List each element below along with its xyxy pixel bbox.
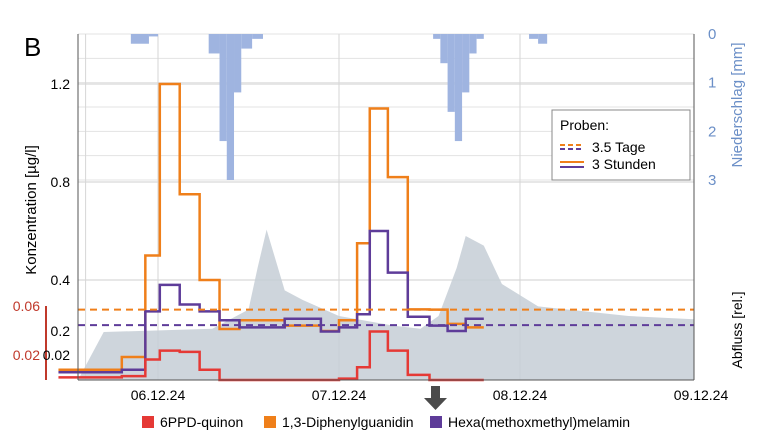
- precipitation-bar: [447, 34, 455, 112]
- legend-swatch: [430, 416, 442, 428]
- legend-label: 1,3-Diphenylguanidin: [282, 414, 414, 430]
- precipitation-bar: [226, 34, 235, 180]
- precipitation-bar: [234, 34, 242, 93]
- precipitation-bar: [433, 34, 441, 39]
- x-tick-label: 06.12.24: [131, 387, 186, 403]
- y2-axis-label: Niederschlag [mm]: [729, 42, 746, 167]
- y3-axis-label: Abfluss [rel.]: [729, 291, 745, 368]
- discharge-area: [78, 229, 694, 380]
- y-tick-label: 0.4: [51, 272, 71, 288]
- y2-tick-label: 3: [708, 172, 716, 189]
- y-tick-label: 0.8: [51, 174, 71, 190]
- y-axis-label: Konzentration [µg/l]: [23, 145, 40, 275]
- precipitation-bars: [130, 34, 548, 180]
- legend-entry: 3.5 Tage: [592, 139, 646, 155]
- y2-tick-label: 0: [708, 26, 716, 43]
- y-tick-label: 1.2: [51, 76, 71, 92]
- y2-tick-label: 2: [708, 123, 716, 140]
- precipitation-bar: [462, 34, 470, 93]
- legend-entry: 3 Stunden: [592, 156, 656, 172]
- x-tick-label: 09.12.24: [674, 387, 729, 403]
- precipitation-bar: [440, 34, 448, 64]
- series-lines: [58, 82, 694, 382]
- sampling-arrow-icon: [424, 386, 447, 410]
- panel-letter: B: [24, 32, 41, 62]
- arrow-icon: [424, 386, 447, 410]
- legend-label: 6PPD-quinon: [160, 414, 243, 430]
- precipitation-bar: [241, 34, 253, 49]
- legend-frame: [551, 109, 691, 181]
- precipitation-bar: [529, 34, 539, 39]
- bottom-legend: 6PPD-quinon 1,3-Diphenylguanidin Hexa(meth…: [142, 414, 630, 430]
- x-tick-label: 08.12.24: [493, 387, 548, 403]
- x-tick-label: 07.12.24: [312, 387, 367, 403]
- precipitation-bar: [252, 34, 263, 39]
- y-tick-label-red: 0.02: [13, 347, 40, 363]
- precipitation-bar: [476, 34, 484, 39]
- precipitation-bar: [148, 34, 158, 37]
- legend-label: Hexa(methoxmethyl)melamin: [448, 414, 630, 430]
- axes: 1.2 0.8 0.4 0.2 0.02 0.06 0.02 0 1 2 3 06.12.24 07.1…: [13, 26, 746, 403]
- precipitation-bar: [469, 34, 477, 54]
- y-tick-label: 0.2: [51, 323, 71, 339]
- precipitation-bar: [130, 34, 149, 44]
- legend-swatch: [142, 416, 154, 428]
- precipitation-bar: [538, 34, 548, 44]
- discharge-area: [78, 229, 694, 380]
- precipitation-bar: [208, 34, 220, 54]
- y-tick-label: 0.02: [43, 347, 70, 363]
- y-tick-label-red: 0.06: [13, 298, 40, 314]
- y2-tick-label: 1: [708, 75, 716, 92]
- precipitation-bar: [454, 34, 463, 142]
- precipitation-bar: [219, 34, 227, 142]
- legend-swatch: [264, 416, 276, 428]
- legend-title: Proben:: [560, 117, 609, 133]
